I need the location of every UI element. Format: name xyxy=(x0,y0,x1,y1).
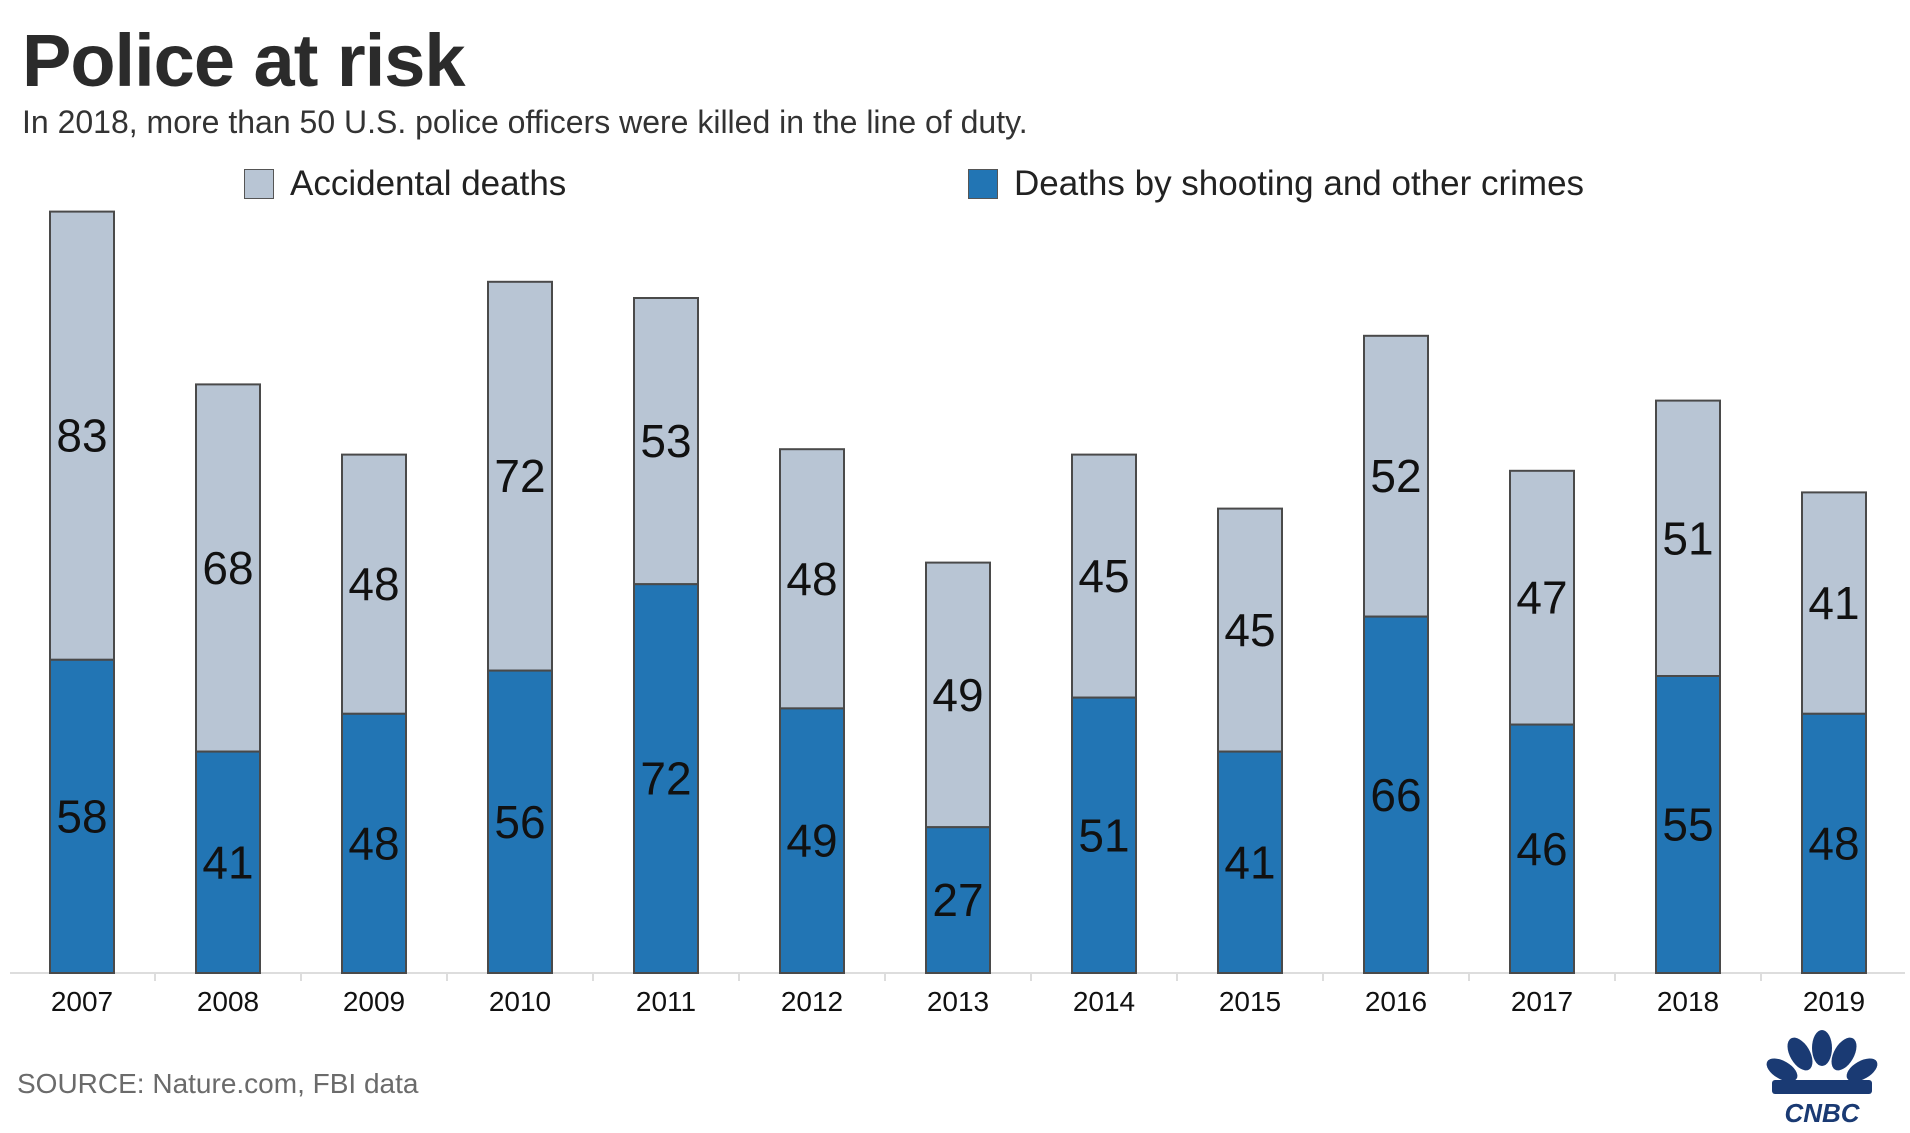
label-crimes-2016: 66 xyxy=(1370,769,1421,821)
label-accidental-2016: 52 xyxy=(1370,450,1421,502)
cnbc-logo-text: CNBC xyxy=(1784,1098,1860,1125)
bar-accidental-2011 xyxy=(633,297,699,586)
x-tick-2009: 2009 xyxy=(343,986,405,1017)
bar-crimes-2009 xyxy=(341,712,407,974)
label-accidental-2008: 68 xyxy=(202,542,253,594)
bar-accidental-2009 xyxy=(341,453,407,715)
label-accidental-2015: 45 xyxy=(1224,604,1275,656)
x-tick-2019: 2019 xyxy=(1803,986,1865,1017)
label-accidental-2010: 72 xyxy=(494,450,545,502)
bar-accidental-2010 xyxy=(487,280,553,672)
chart-title: Police at risk xyxy=(22,19,466,102)
label-accidental-2019: 41 xyxy=(1808,577,1859,629)
label-crimes-2009: 48 xyxy=(348,817,399,869)
x-tick-2018: 2018 xyxy=(1657,986,1719,1017)
legend-item-crimes: Deaths by shooting and other crimes xyxy=(968,164,1584,204)
bar-accidental-2018 xyxy=(1655,399,1721,677)
bar-accidental-2008 xyxy=(195,383,261,753)
label-crimes-2019: 48 xyxy=(1808,817,1859,869)
label-accidental-2014: 45 xyxy=(1078,550,1129,602)
label-crimes-2008: 41 xyxy=(202,836,253,888)
label-crimes-2011: 72 xyxy=(640,753,691,805)
bar-crimes-2017 xyxy=(1509,723,1575,974)
bar-crimes-2007 xyxy=(49,658,115,974)
label-accidental-2009: 48 xyxy=(348,558,399,610)
label-accidental-2013: 49 xyxy=(932,669,983,721)
chart-subtitle: In 2018, more than 50 U.S. police office… xyxy=(22,104,1028,140)
x-tick-2014: 2014 xyxy=(1073,986,1135,1017)
bar-accidental-2007 xyxy=(49,210,115,661)
legend-label-crimes: Deaths by shooting and other crimes xyxy=(1014,164,1585,203)
bar-crimes-2011 xyxy=(633,583,699,974)
x-tick-2008: 2008 xyxy=(197,986,259,1017)
bar-accidental-2017 xyxy=(1509,469,1575,726)
x-tick-2017: 2017 xyxy=(1511,986,1573,1017)
label-crimes-2010: 56 xyxy=(494,796,545,848)
label-crimes-2012: 49 xyxy=(786,815,837,867)
bar-crimes-2010 xyxy=(487,669,553,974)
legend-label-accidental: Accidental deaths xyxy=(290,164,567,203)
label-crimes-2013: 27 xyxy=(932,874,983,926)
x-tick-2013: 2013 xyxy=(927,986,989,1017)
label-crimes-2007: 58 xyxy=(56,790,107,842)
x-tick-2010: 2010 xyxy=(489,986,551,1017)
bar-crimes-2016 xyxy=(1363,615,1429,974)
label-crimes-2018: 55 xyxy=(1662,799,1713,851)
bar-crimes-2012 xyxy=(779,707,845,975)
bar-crimes-2008 xyxy=(195,750,261,974)
legend-item-accidental: Accidental deaths xyxy=(244,164,566,204)
legend-swatch-accidental xyxy=(244,169,274,199)
source-note: SOURCE: Nature.com, FBI data xyxy=(17,1068,419,1099)
legend-swatch-crimes xyxy=(968,169,998,199)
label-accidental-2007: 83 xyxy=(56,410,107,462)
label-crimes-2017: 46 xyxy=(1516,823,1567,875)
x-tick-2015: 2015 xyxy=(1219,986,1281,1017)
bar-accidental-2014 xyxy=(1071,453,1137,699)
label-accidental-2011: 53 xyxy=(640,415,691,467)
x-tick-2011: 2011 xyxy=(636,986,696,1017)
bar-crimes-2014 xyxy=(1071,696,1137,974)
label-accidental-2018: 51 xyxy=(1662,512,1713,564)
x-tick-2016: 2016 xyxy=(1365,986,1427,1017)
label-accidental-2012: 48 xyxy=(786,553,837,605)
bar-accidental-2013 xyxy=(925,561,991,829)
bar-crimes-2013 xyxy=(925,826,991,975)
bar-accidental-2012 xyxy=(779,448,845,710)
cnbc-logo: CNBC xyxy=(1766,1030,1878,1125)
bar-crimes-2018 xyxy=(1655,675,1721,974)
x-tick-2012: 2012 xyxy=(781,986,843,1017)
label-crimes-2014: 51 xyxy=(1078,809,1129,861)
label-accidental-2017: 47 xyxy=(1516,572,1567,624)
x-tick-2007: 2007 xyxy=(51,986,113,1017)
bar-crimes-2015 xyxy=(1217,750,1283,974)
stacked-bar-chart: 83 58 2007 68 41 2008 48 48 2009 72 56 2010 53 72 2011… xyxy=(10,210,1905,1017)
label-crimes-2015: 41 xyxy=(1224,836,1275,888)
bar-crimes-2019 xyxy=(1801,712,1867,974)
